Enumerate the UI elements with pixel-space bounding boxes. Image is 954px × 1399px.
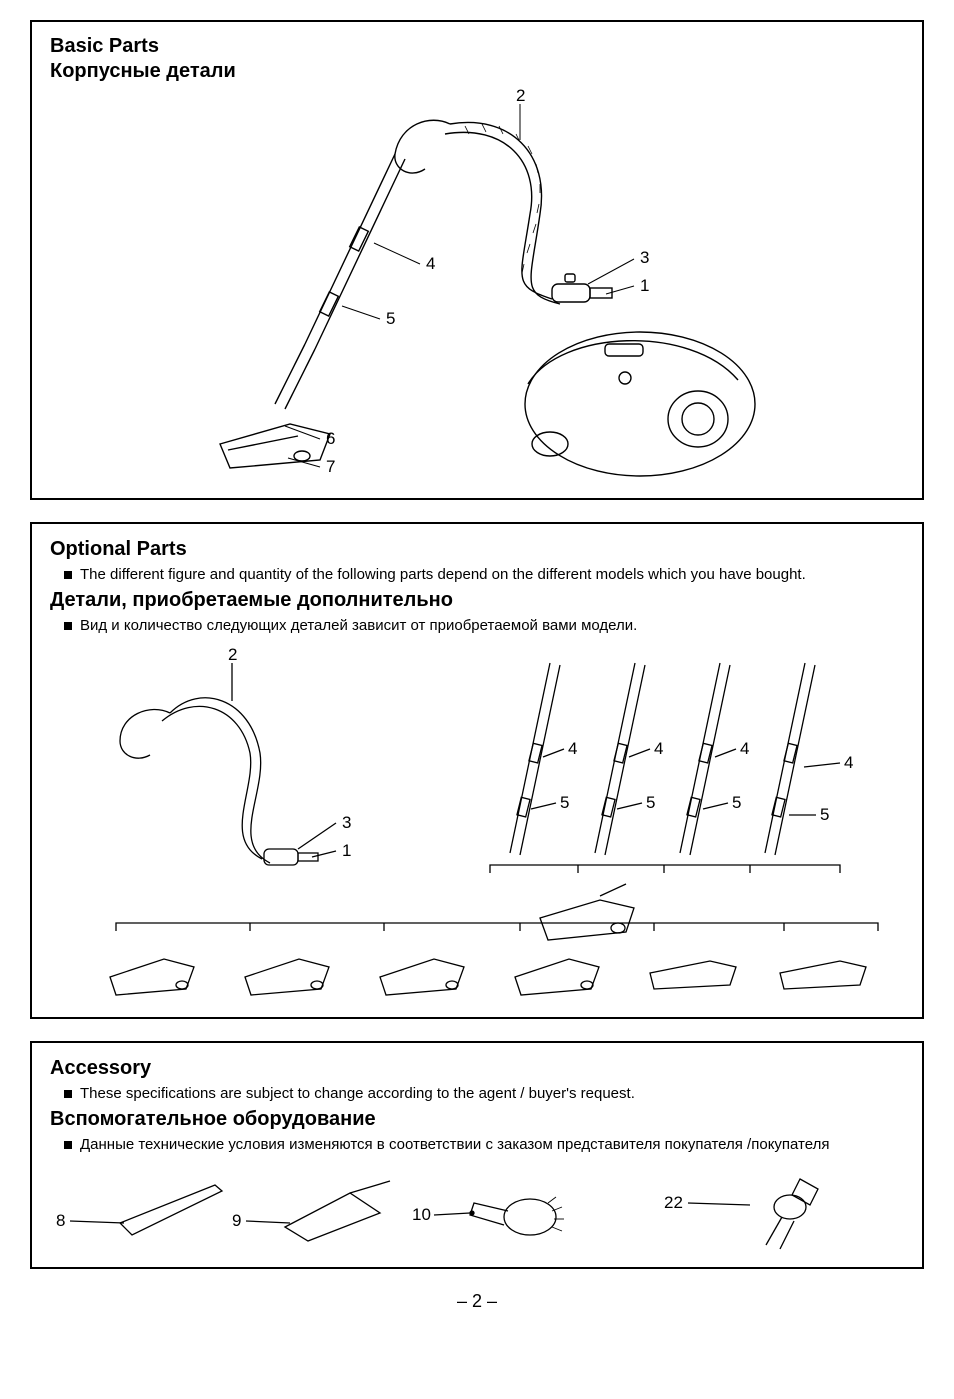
optional-note-en-text: The different figure and quantity of the… <box>80 565 904 585</box>
optional-title-en: Optional Parts <box>50 538 904 561</box>
accessory-panel: Accessory These specifications are subje… <box>30 1041 924 1270</box>
accessory-title-en: Accessory <box>50 1057 904 1080</box>
accessory-svg <box>50 1163 910 1253</box>
opt-callout-5d: 5 <box>820 805 829 825</box>
opt-callout-5b: 5 <box>646 793 655 813</box>
optional-diagram: 2 3 1 4 4 4 4 5 5 5 5 <box>50 643 904 1003</box>
opt-callout-5c: 5 <box>732 793 741 813</box>
opt-callout-1: 1 <box>342 841 351 861</box>
basic-title-en: Basic Parts <box>50 34 904 59</box>
optional-parts-panel: Optional Parts The different figure and … <box>30 522 924 1019</box>
page-number: – 2 – <box>30 1291 924 1312</box>
basic-callout-2: 2 <box>516 86 525 106</box>
accessory-diagram: 8 9 10 22 <box>50 1163 904 1253</box>
bullet-icon <box>64 571 72 579</box>
basic-callout-5: 5 <box>386 309 395 329</box>
basic-diagram: 2 3 1 4 5 6 7 <box>50 84 904 484</box>
basic-svg <box>50 84 910 484</box>
bullet-icon <box>64 1090 72 1098</box>
accessory-note-en-text: These specifications are subject to chan… <box>80 1084 904 1104</box>
basic-callout-3: 3 <box>640 248 649 268</box>
optional-note-ru-text: Вид и количество следующих деталей завис… <box>80 616 904 636</box>
accessory-note-ru-text: Данные технические условия изменяются в … <box>80 1135 904 1155</box>
acc-callout-8: 8 <box>56 1211 65 1231</box>
basic-title-ru: Корпусные детали <box>50 59 904 84</box>
accessory-title-ru: Вспомогательное оборудование <box>50 1108 904 1131</box>
accessory-note-en: These specifications are subject to chan… <box>64 1084 904 1104</box>
bullet-icon <box>64 622 72 630</box>
basic-callout-6: 6 <box>326 429 335 449</box>
basic-parts-panel: Basic Parts Корпусные детали <box>30 20 924 500</box>
optional-note-ru: Вид и количество следующих деталей завис… <box>64 616 904 636</box>
opt-callout-2: 2 <box>228 645 237 665</box>
opt-callout-3: 3 <box>342 813 351 833</box>
basic-callout-4: 4 <box>426 254 435 274</box>
optional-note-en: The different figure and quantity of the… <box>64 565 904 585</box>
opt-callout-4a: 4 <box>568 739 577 759</box>
optional-title-ru: Детали, приобретаемые дополнительно <box>50 589 904 612</box>
page-number-value: 2 <box>472 1291 482 1311</box>
opt-callout-4c: 4 <box>740 739 749 759</box>
acc-callout-10: 10 <box>412 1205 431 1225</box>
acc-callout-9: 9 <box>232 1211 241 1231</box>
bullet-icon <box>64 1141 72 1149</box>
basic-callout-7: 7 <box>326 457 335 477</box>
acc-callout-22: 22 <box>664 1193 683 1213</box>
opt-callout-4b: 4 <box>654 739 663 759</box>
accessory-note-ru: Данные технические условия изменяются в … <box>64 1135 904 1155</box>
basic-callout-1: 1 <box>640 276 649 296</box>
opt-callout-4d: 4 <box>844 753 853 773</box>
opt-callout-5a: 5 <box>560 793 569 813</box>
optional-svg <box>50 643 910 1003</box>
